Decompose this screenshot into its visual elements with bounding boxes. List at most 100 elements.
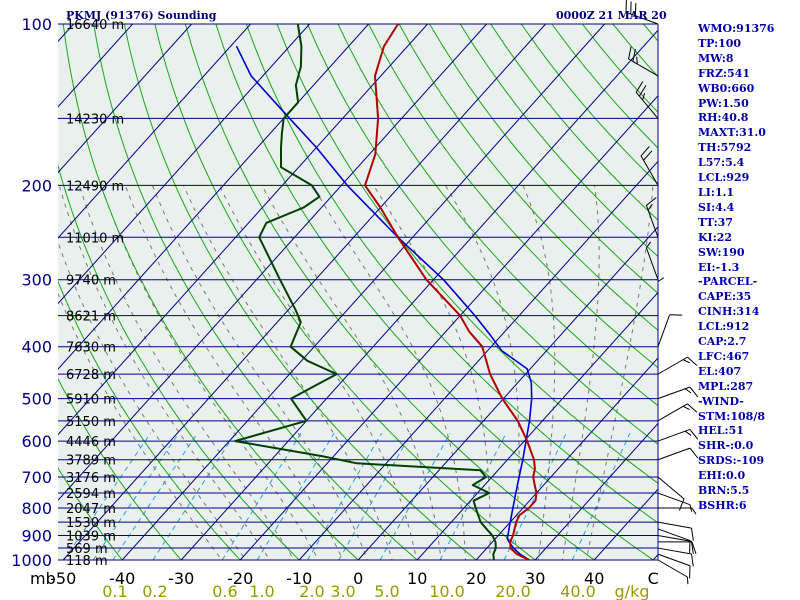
dry-adiabat [215, 24, 655, 560]
isotherm [58, 24, 310, 305]
pressure-tick-label: 200 [21, 176, 52, 195]
wind-barb-staff [645, 205, 659, 238]
wind-barb-feather [657, 277, 665, 283]
wind-barb-feather [628, 46, 632, 60]
pressure-tick-label: 300 [21, 271, 52, 290]
wind-barb-feather [691, 507, 697, 515]
index-line: CAP:2.7 [698, 335, 747, 349]
index-line: EHI:0.0 [698, 469, 746, 483]
pressure-tick-label: 400 [21, 338, 52, 357]
index-line: PW:1.50 [698, 96, 749, 110]
wind-barb [657, 528, 691, 554]
wind-barb [657, 521, 694, 541]
moist-adiabat [183, 185, 393, 560]
mixing-ratio-tick-label: 20.0 [495, 582, 531, 600]
height-label: 7630 m [66, 341, 116, 356]
wind-barb [657, 447, 699, 461]
dewpoint-trace [234, 24, 497, 560]
index-line: WMO:91376 [698, 22, 775, 35]
index-line: -WIND- [698, 394, 744, 408]
index-line: CINH:314 [698, 305, 760, 319]
index-line: RH:40.8 [698, 111, 749, 125]
wind-barb-staff [657, 521, 692, 529]
dry-adiabat [58, 280, 241, 560]
moist-adiabat [124, 185, 344, 560]
moist-adiabat [522, 185, 556, 560]
wind-barb-staff [657, 492, 691, 506]
dry-adiabat [93, 24, 418, 560]
wind-barb-feather [646, 197, 657, 206]
wind-barb [657, 553, 691, 579]
pressure-tick-label: 1000 [11, 551, 52, 570]
wind-barb-feather [678, 498, 685, 511]
height-label: 1039 m [66, 529, 116, 544]
isotherm [475, 357, 658, 560]
wind-barb-feather [684, 388, 692, 394]
sounding-profiles [234, 24, 538, 560]
index-line: STM:108/8 [698, 409, 765, 423]
height-label: 4446 m [66, 435, 116, 450]
mixing-ratio-tick-label: 40.0 [560, 582, 596, 600]
mixing-ratio-line [92, 432, 180, 560]
moist-adiabat [561, 185, 600, 560]
wind-barb [657, 356, 698, 375]
index-line: BSHR:6 [698, 499, 747, 512]
index-line: L57:5.4 [698, 156, 745, 170]
temperature-tick-label: 40 [584, 569, 604, 588]
index-line: LCL:929 [698, 171, 750, 185]
mixing-ratio-tick-label: 10.0 [429, 582, 465, 600]
wind-barb-staff [635, 92, 659, 119]
wind-barb-staff [657, 559, 688, 578]
dry-adiabat [307, 24, 658, 445]
wind-barb [657, 314, 683, 347]
mixing-ratio-line [439, 432, 507, 560]
wind-barb-staff [640, 155, 659, 186]
index-line: EL:407 [698, 364, 742, 378]
mixing-ratio-tick-label: 0.6 [212, 582, 237, 600]
temperature-tick-label: -40 [109, 569, 135, 588]
moist-adiabat [152, 185, 369, 560]
wind-barb-feather [687, 403, 698, 413]
moist-adiabats [58, 185, 654, 560]
height-label: 1530 m [66, 516, 116, 531]
wind-barb [645, 241, 659, 280]
wind-barb-staff [657, 447, 691, 461]
isotherm [239, 95, 658, 560]
isotherm [62, 24, 546, 560]
index-line: TH:5792 [698, 141, 752, 155]
dry-adiabat [58, 467, 123, 560]
mixing-ratio-line [338, 432, 412, 560]
plot-area [58, 24, 658, 560]
dry-adiabat [398, 24, 658, 331]
wind-barb-feather [635, 81, 644, 93]
wind-barb [657, 403, 698, 422]
wind-barb [657, 428, 699, 442]
height-label: 6728 m [66, 368, 116, 383]
moist-adiabat [373, 185, 491, 560]
index-line: TT:37 [698, 215, 733, 229]
wind-barb-feather [687, 356, 698, 366]
wind-barb-staff [657, 356, 688, 375]
wind-barb-staff [657, 314, 671, 347]
wind-barb-feather [690, 541, 694, 554]
wind-barb [640, 146, 659, 186]
isotherm [180, 29, 658, 560]
wind-barb-feather [690, 553, 694, 567]
index-line: SRDS:-109 [698, 454, 765, 468]
index-line: SW:190 [698, 245, 745, 259]
index-line: FRZ:541 [698, 66, 751, 80]
mixing-ratio-line [152, 432, 236, 560]
wind-barb-feather [642, 92, 646, 101]
wind-barbs [625, 0, 699, 585]
mixing-ratio-tick-label: 3.0 [330, 582, 355, 600]
mixing-ratio-line [221, 432, 302, 560]
moist-adiabat [100, 185, 320, 560]
sounding-indices-panel: WMO:91376 TP:100 MW:8 FRZ:541 WB0:660 PW:1.50… [698, 22, 798, 514]
index-line: MAXT:31.0 [698, 126, 766, 140]
height-label: 2047 m [66, 502, 116, 517]
height-label: 12490 m [66, 179, 124, 194]
wind-barb-staff [657, 553, 691, 567]
mixing-ratio-tick-label: 1.0 [249, 582, 274, 600]
